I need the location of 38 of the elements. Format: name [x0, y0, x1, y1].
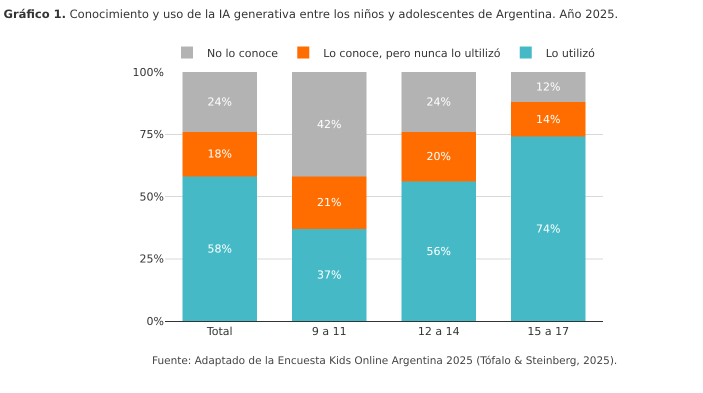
bar — [182, 72, 257, 132]
data-label: 14% — [536, 112, 560, 126]
y-tick-label: 25% — [140, 252, 164, 266]
x-tick-label: 12 a 14 — [418, 325, 460, 338]
y-tick-label: 100% — [132, 66, 164, 79]
data-label: 58% — [208, 242, 232, 256]
bar — [182, 132, 257, 177]
data-label: 42% — [317, 118, 342, 131]
x-tick-label: Total — [206, 325, 233, 338]
legend-label: No lo conoce — [207, 46, 278, 60]
data-label: 56% — [426, 244, 451, 258]
bar — [402, 182, 476, 321]
y-tick-label: 0% — [146, 314, 164, 328]
data-label: 21% — [317, 196, 342, 210]
data-label: 24% — [208, 95, 232, 108]
data-label: 12% — [536, 80, 560, 94]
data-label: 24% — [426, 95, 451, 108]
bar — [402, 132, 476, 182]
y-tick-label: 75% — [140, 128, 164, 142]
bar — [511, 72, 586, 102]
source-note: Fuente: Adaptado de la Encuesta Kids Online Argentina 2025 (Tófalo & Steinberg, 2025). — [152, 355, 618, 367]
data-label: 74% — [536, 222, 560, 236]
x-tick-label: 9 a 11 — [312, 325, 347, 338]
bar — [511, 136, 586, 321]
bar — [511, 102, 586, 137]
chart-title: Gráfico 1. Conocimiento y uso de la IA generativa entre los niños y adolescentes de Argentina. Año 2025. — [4, 6, 618, 21]
bar — [292, 176, 366, 229]
legend-label: Lo conoce, pero nunca lo ultilizó — [323, 46, 501, 60]
bar — [292, 72, 366, 177]
bar — [182, 176, 257, 321]
bar — [292, 228, 366, 321]
data-label: 20% — [426, 150, 451, 164]
y-tick-label: 50% — [140, 190, 164, 204]
legend-label: Lo utilizó — [546, 46, 596, 60]
bar — [402, 72, 476, 132]
data-label: 37% — [317, 268, 342, 282]
data-label: 18% — [208, 148, 232, 161]
x-tick-label: 15 a 17 — [527, 325, 570, 338]
